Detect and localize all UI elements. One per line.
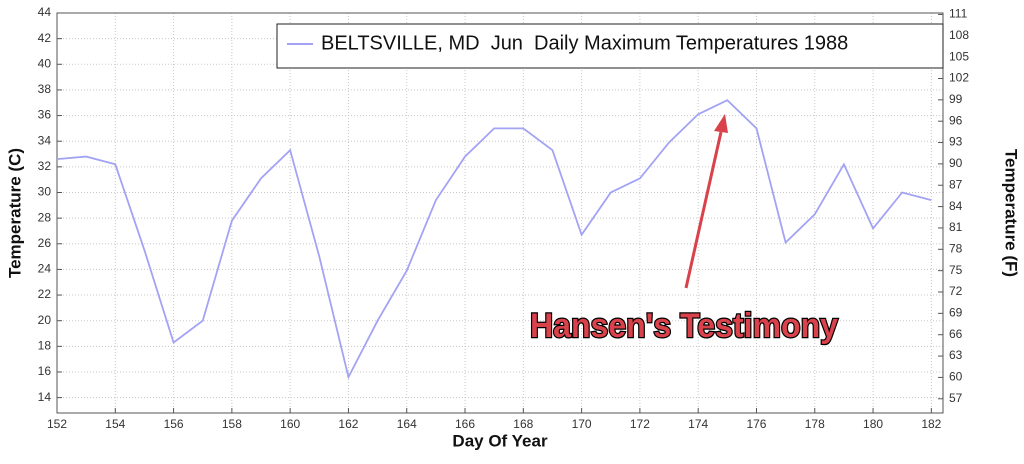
y2-tick-label: 69: [949, 306, 963, 320]
y2-tick-label: 93: [949, 135, 963, 149]
y-tick-label: 42: [38, 31, 52, 45]
x-tick-label: 156: [164, 417, 184, 431]
y-tick-label: 32: [38, 159, 52, 173]
x-tick-label: 174: [688, 417, 708, 431]
x-tick-label: 164: [397, 417, 417, 431]
x-tick-label: 152: [47, 417, 67, 431]
y2-tick-label: 78: [949, 241, 963, 255]
y2-tick-label: 99: [949, 92, 963, 106]
y-tick-label: 18: [38, 339, 52, 353]
y-tick-label: 34: [38, 133, 52, 147]
y-tick-label: 26: [38, 236, 52, 250]
legend-label: BELTSVILLE, MD Jun Daily Maximum Tempera…: [321, 32, 848, 54]
y2-tick-label: 87: [949, 177, 963, 191]
x-tick-label: 170: [572, 417, 592, 431]
y-tick-label: 30: [38, 185, 52, 199]
legend-box: [276, 23, 944, 69]
y2-tick-label: 57: [949, 391, 963, 405]
y2-tick-label: 90: [949, 156, 963, 170]
y-tick-label: 22: [38, 287, 52, 301]
y2-tick-label: 111: [949, 7, 968, 21]
y2-tick-label: 72: [949, 284, 963, 298]
x-tick-label: 172: [630, 417, 650, 431]
y-tick-label: 44: [38, 5, 52, 19]
x-tick-label: 176: [746, 417, 766, 431]
y-tick-label: 36: [38, 108, 52, 122]
y2-tick-label: 66: [949, 327, 963, 341]
x-tick-label: 180: [863, 417, 883, 431]
x-tick-label: 178: [805, 417, 825, 431]
annotation-arrow: [684, 131, 723, 289]
y-tick-label: 28: [38, 210, 52, 224]
y2-axis-label: Temperature (F): [1002, 149, 1021, 277]
y-tick-label: 38: [38, 82, 52, 96]
y2-tick-label: 75: [949, 263, 963, 277]
y2-tick-label: 63: [949, 348, 963, 362]
y2-tick-label: 84: [949, 199, 963, 213]
y2-tick-label: 81: [949, 220, 963, 234]
y2-tick-label: 60: [949, 370, 963, 384]
y2-tick-label: 105: [949, 49, 969, 63]
y-axis-label: Temperature (C): [5, 148, 24, 278]
x-tick-label: 160: [280, 417, 300, 431]
data-line: [56, 99, 932, 380]
plot-frame: [56, 12, 944, 414]
legend: BELTSVILLE, MD Jun Daily Maximum Tempera…: [276, 23, 944, 69]
y-tick-label: 40: [38, 56, 52, 70]
x-tick-label: 168: [513, 417, 533, 431]
y-tick-label: 16: [38, 364, 52, 378]
x-tick-label: 166: [455, 417, 475, 431]
annotation-text: Hansen's Testimony: [530, 307, 838, 345]
y2-tick-label: 96: [949, 113, 963, 127]
y-tick-label: 20: [38, 313, 52, 327]
x-tick-label: 158: [222, 417, 242, 431]
x-tick-label: 154: [105, 417, 125, 431]
annotation: Hansen's Testimony: [529, 114, 839, 346]
x-tick-label: 162: [338, 417, 358, 431]
y2-tick-label: 102: [949, 71, 969, 85]
x-axis-label: Day Of Year: [452, 431, 548, 450]
x-tick-label: 182: [921, 417, 941, 431]
y2-tick-label: 108: [949, 28, 969, 42]
y-tick-label: 24: [38, 262, 52, 276]
y-tick-label: 14: [38, 390, 52, 404]
annotation-arrowhead: [714, 114, 728, 133]
